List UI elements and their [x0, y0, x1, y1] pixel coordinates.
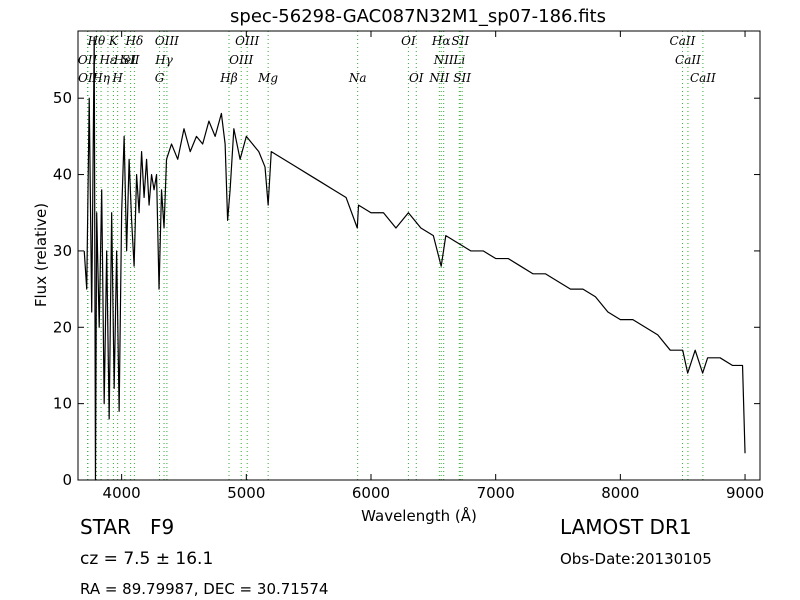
x-tick-label: 4000: [103, 484, 141, 502]
y-tick-label: 0: [62, 471, 72, 489]
spectral-line-label: OI: [409, 71, 424, 85]
x-tick-label: 6000: [352, 484, 390, 502]
spectral-line-label: OIII: [155, 34, 179, 48]
spectral-line-label: Hα: [431, 34, 451, 48]
spectral-line-label: OIII: [229, 53, 253, 67]
spectrum-line: [83, 36, 746, 481]
redshift: cz = 7.5 ± 16.1: [80, 549, 213, 569]
spectral-line-label: SII: [451, 34, 469, 48]
spectral-line-label: Hδ: [125, 34, 144, 48]
spectral-line-label: CaII: [670, 34, 696, 48]
spectral-line-label: Na: [348, 71, 367, 85]
spectral-line-label: H: [111, 71, 123, 85]
spectral-line-label: OIII: [235, 34, 259, 48]
spectral-line-label: NII: [433, 53, 454, 67]
spectral-line-label: SII: [122, 53, 140, 67]
x-tick-label: 5000: [227, 484, 265, 502]
y-tick-label: 40: [53, 166, 72, 184]
obs-date: Obs-Date:20130105: [560, 550, 712, 568]
y-tick-label: 50: [53, 89, 72, 107]
survey: LAMOST DR1: [560, 515, 692, 539]
spectral-line-label: Hε: [98, 53, 116, 67]
spectral-line-label: OII: [78, 71, 98, 85]
y-axis-label: Flux (relative): [32, 203, 50, 307]
spectral-line-label: OI: [401, 34, 416, 48]
spectral-line-label: Mg: [257, 71, 278, 85]
y-tick-label: 10: [53, 395, 72, 413]
x-axis-label: Wavelength (Å): [361, 506, 477, 525]
spectral-line-label: Hβ: [219, 71, 237, 85]
spectral-line-label: Hη: [91, 71, 110, 85]
spectral-line-label: SII: [453, 71, 471, 85]
spectral-line-label: K: [108, 34, 119, 48]
object-class: STAR F9: [80, 515, 174, 539]
plot-frame: [77, 30, 761, 481]
spectral-line-label: Hθ: [87, 34, 106, 48]
spectral-line-label: Hγ: [154, 53, 173, 67]
spectral-line-label: G: [155, 71, 165, 85]
x-tick-label: 9000: [726, 484, 764, 502]
spectral-line-label: NII: [428, 71, 449, 85]
spectral-line-label: Li: [452, 53, 465, 67]
x-tick-label: 8000: [601, 484, 639, 502]
spectral-line-label: CaII: [675, 53, 701, 67]
y-tick-label: 30: [53, 242, 72, 260]
spectral-line-label: CaII: [690, 71, 716, 85]
x-tick-label: 7000: [477, 484, 515, 502]
chart-title: spec-56298-GAC087N32M1_sp07-186.fits: [230, 6, 606, 27]
coordinates: RA = 89.79987, DEC = 30.71574: [80, 580, 328, 598]
y-tick-label: 20: [53, 318, 72, 336]
